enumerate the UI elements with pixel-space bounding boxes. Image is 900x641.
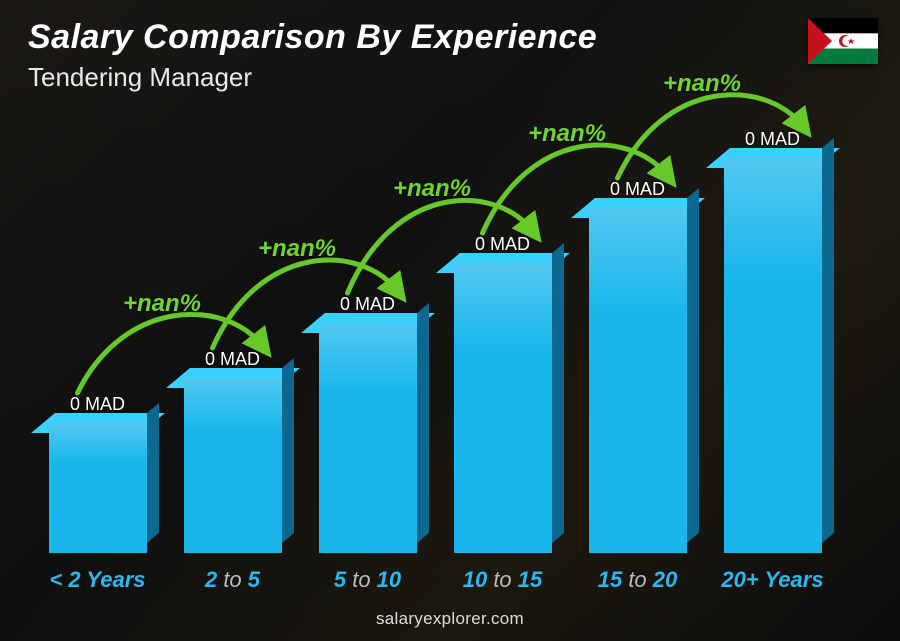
- growth-pct-label: +nan%: [258, 235, 336, 263]
- bar-chart: 0 MAD 0 MAD 0 MAD 0 MAD 0 MAD 0 MAD +nan% +nan…: [30, 80, 840, 553]
- bar-shape: [454, 263, 552, 553]
- bar-value-label: 0 MAD: [70, 394, 125, 415]
- bar-value-label: 0 MAD: [340, 294, 395, 315]
- x-label: 15 to 20: [573, 567, 703, 593]
- footer-attribution: salaryexplorer.com: [0, 609, 900, 629]
- growth-pct-label: +nan%: [123, 290, 201, 318]
- x-axis-labels: < 2 Years2 to 55 to 1010 to 1515 to 2020…: [30, 567, 840, 593]
- bar-value-label: 0 MAD: [745, 129, 800, 150]
- bar-shape: [184, 378, 282, 553]
- bar-value-label: 0 MAD: [205, 349, 260, 370]
- chart-stage: Salary Comparison By Experience Tenderin…: [0, 0, 900, 641]
- bar-1: 0 MAD: [168, 349, 298, 553]
- bar-shape: [49, 423, 147, 553]
- bar-3: 0 MAD: [438, 234, 568, 553]
- x-label: 10 to 15: [438, 567, 568, 593]
- x-label: 5 to 10: [303, 567, 433, 593]
- x-label: < 2 Years: [33, 567, 163, 593]
- x-label: 20+ Years: [708, 567, 838, 593]
- growth-pct-label: +nan%: [663, 70, 741, 98]
- growth-pct-label: +nan%: [528, 120, 606, 148]
- bar-value-label: 0 MAD: [610, 179, 665, 200]
- bar-4: 0 MAD: [573, 179, 703, 553]
- bar-5: 0 MAD: [708, 129, 838, 553]
- bar-shape: [589, 208, 687, 553]
- growth-pct-label: +nan%: [393, 175, 471, 203]
- bar-2: 0 MAD: [303, 294, 433, 553]
- bar-shape: [724, 158, 822, 553]
- flag-icon: [808, 18, 878, 64]
- bar-0: 0 MAD: [33, 394, 163, 553]
- bar-shape: [319, 323, 417, 553]
- x-label: 2 to 5: [168, 567, 298, 593]
- page-title: Salary Comparison By Experience: [28, 18, 597, 57]
- bar-value-label: 0 MAD: [475, 234, 530, 255]
